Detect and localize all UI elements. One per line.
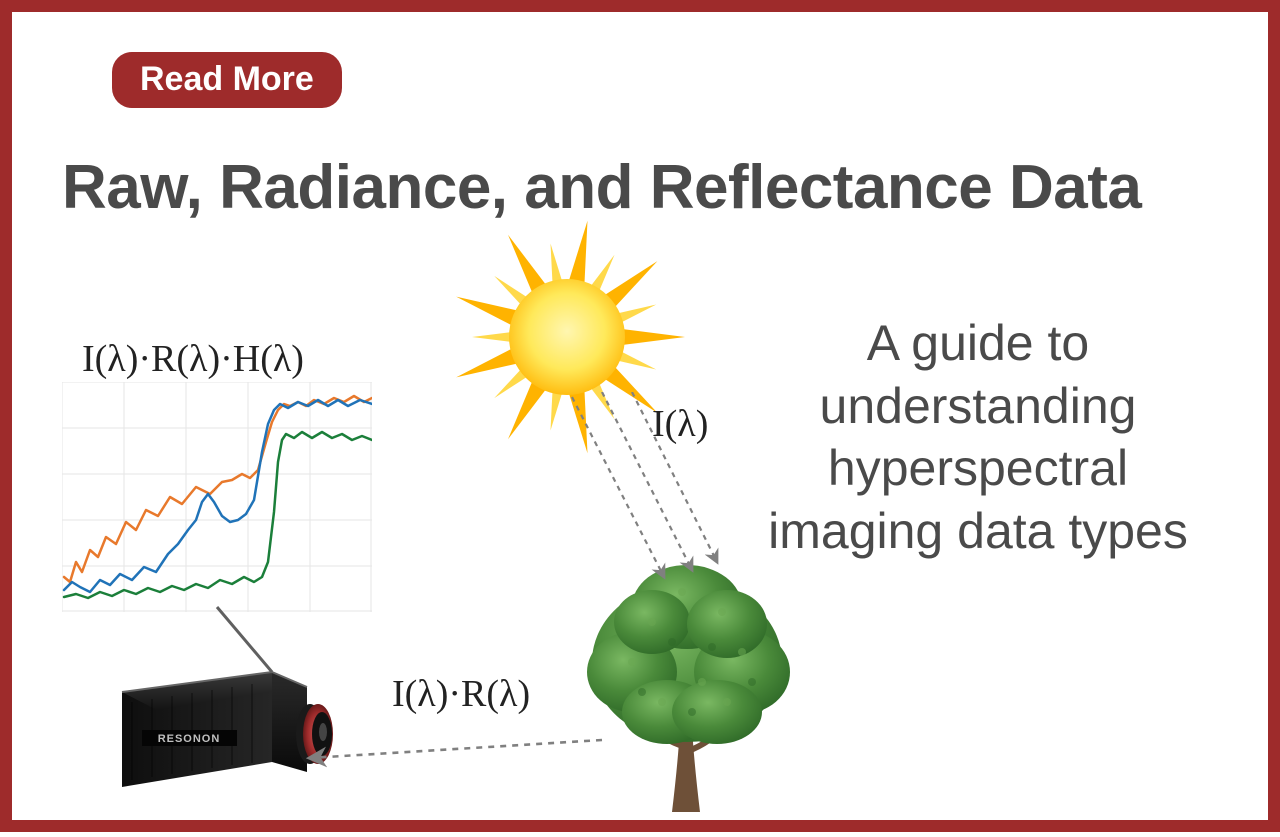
formula-i: I(λ)	[652, 402, 708, 446]
formula-irh: I(λ)·R(λ)·H(λ)	[82, 337, 304, 381]
camera-label: RESONON	[158, 733, 221, 745]
spectral-chart	[62, 382, 372, 617]
outer-frame: Read More Raw, Radiance, and Reflectance…	[0, 0, 1280, 832]
tree-to-camera-arrow	[302, 730, 612, 785]
guide-description: A guide to understanding hyperspectral i…	[748, 312, 1208, 562]
read-more-button[interactable]: Read More	[112, 52, 342, 108]
chart-to-camera-link	[212, 602, 292, 687]
formula-ir: I(λ)·R(λ)	[392, 672, 530, 716]
